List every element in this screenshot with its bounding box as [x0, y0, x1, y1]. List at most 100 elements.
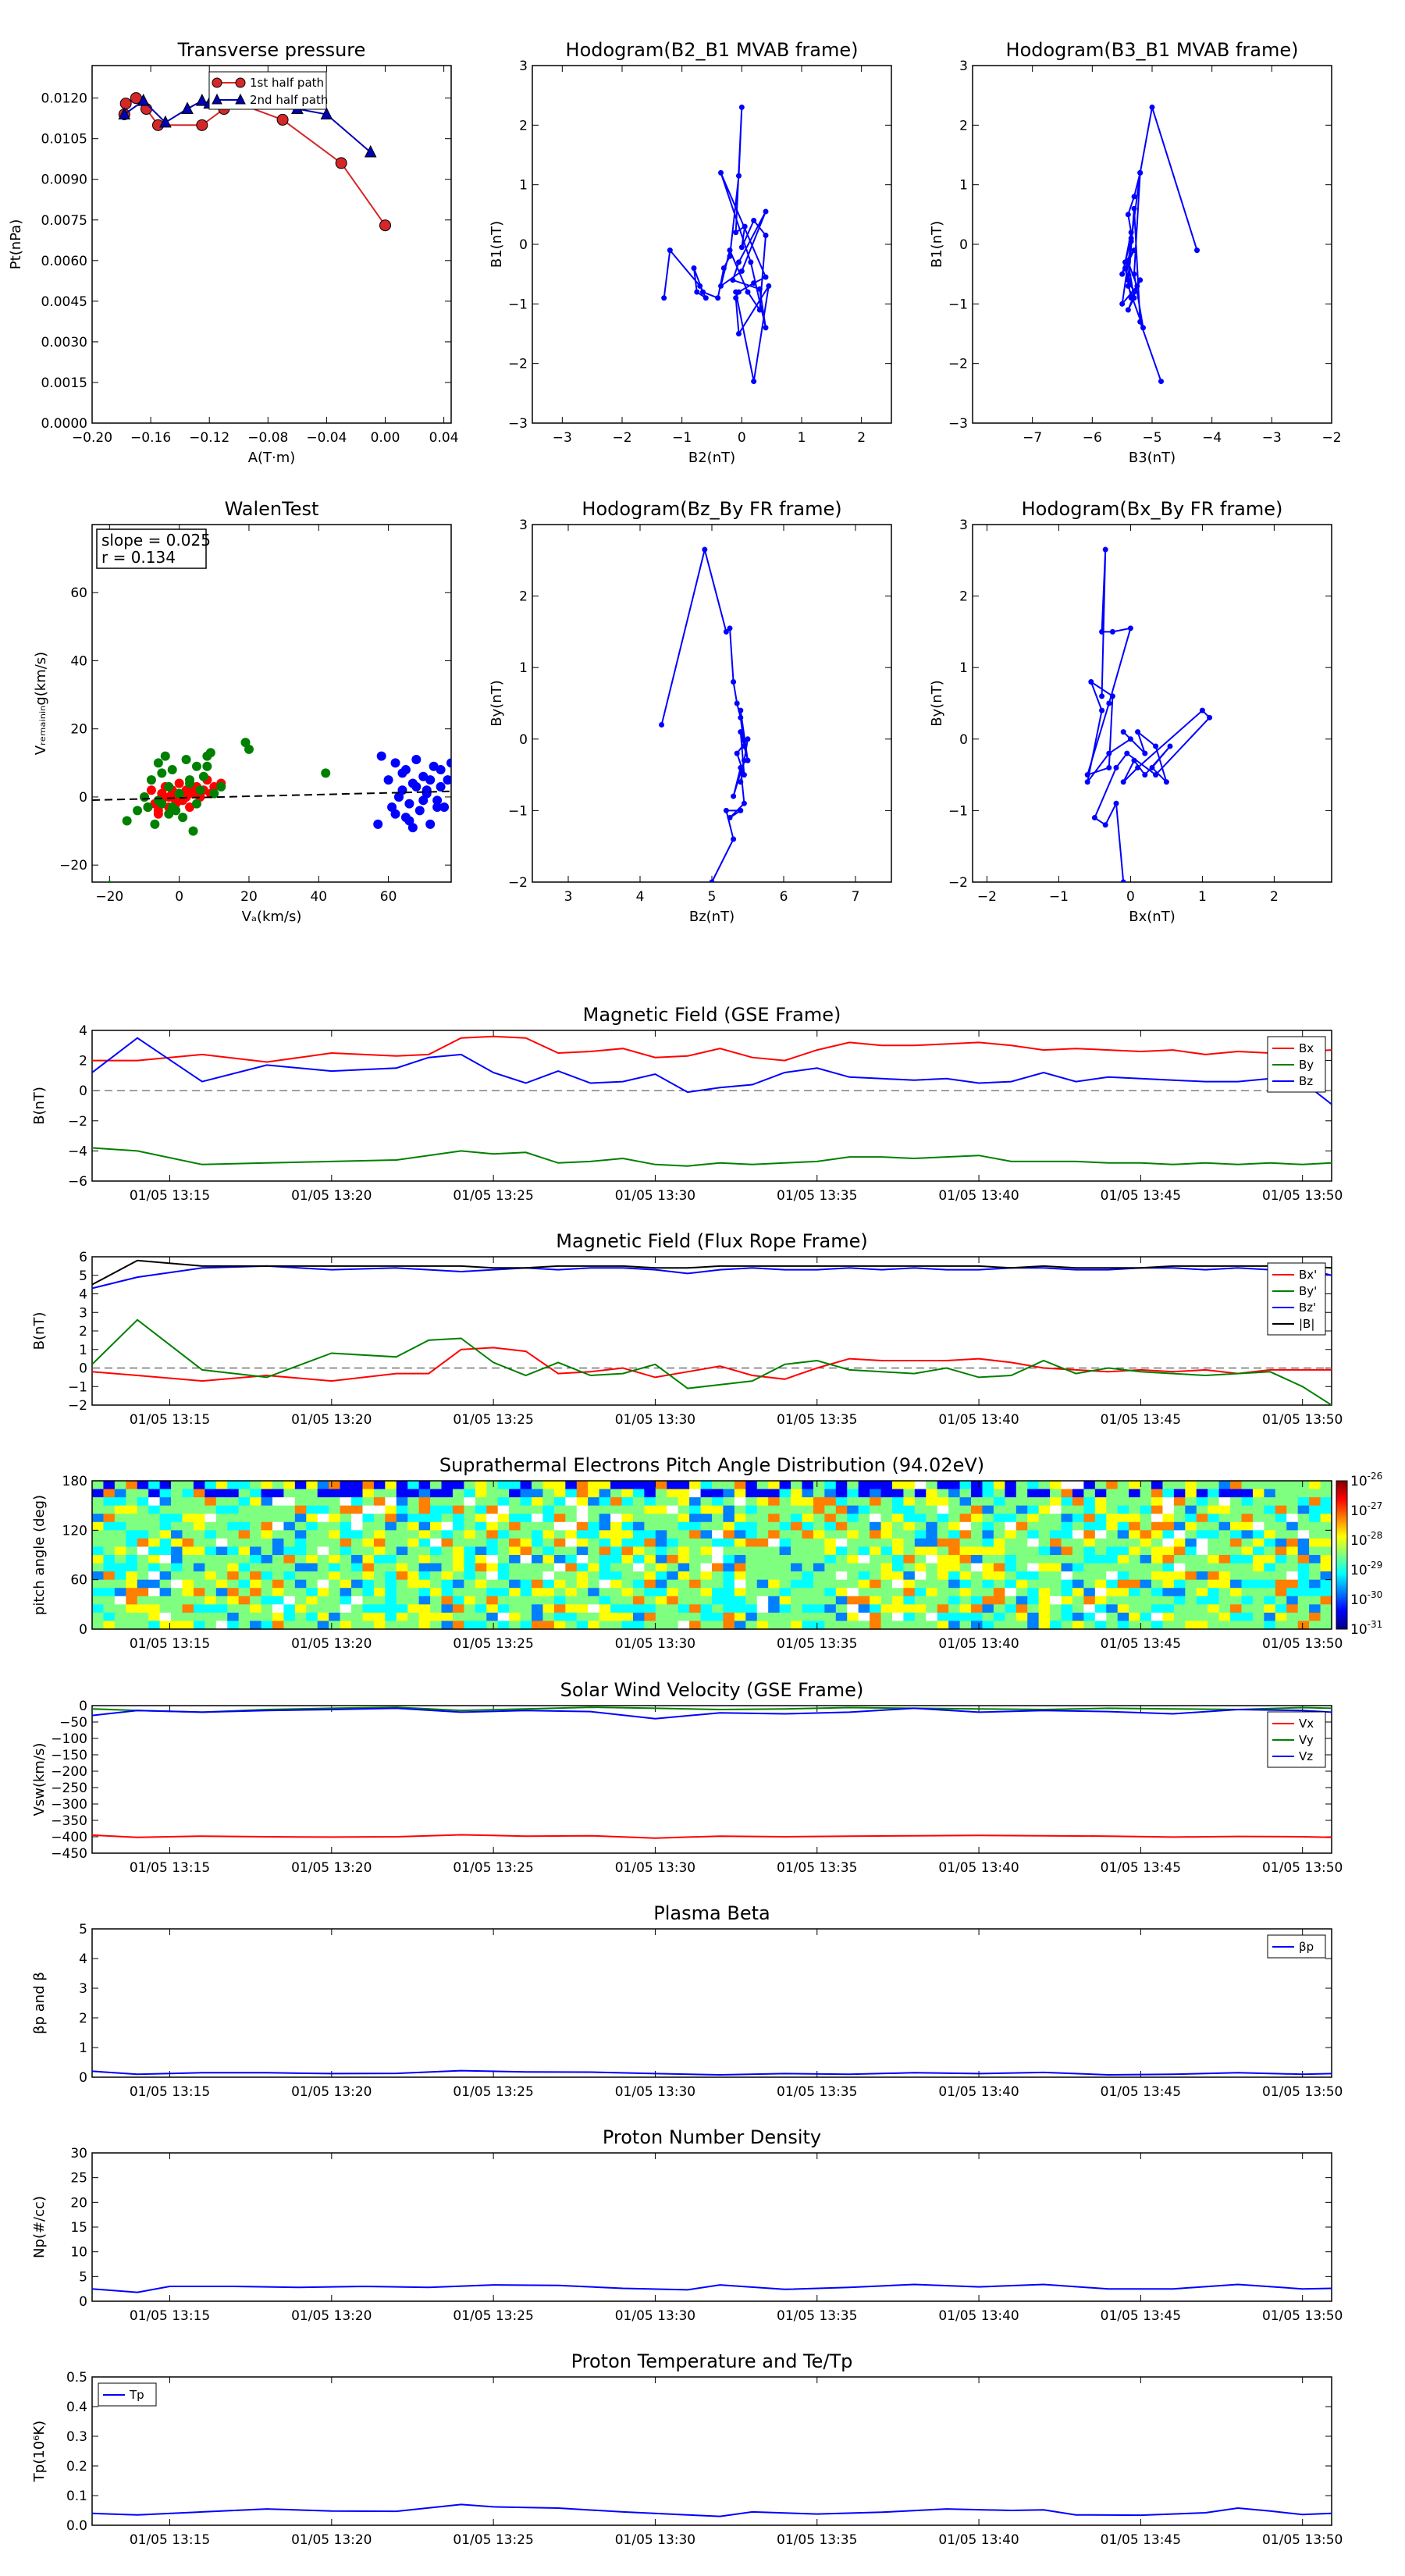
heatmap-cell	[452, 1538, 464, 1548]
heatmap-cell	[148, 1514, 161, 1523]
hodogram-point	[751, 280, 757, 286]
heatmap-cell	[193, 1579, 205, 1589]
heatmap-cell	[373, 1489, 386, 1498]
heatmap-cell	[914, 1621, 927, 1630]
heatmap-cell	[283, 1546, 296, 1556]
heatmap-cell	[655, 1612, 667, 1622]
heatmap-cell	[1297, 1481, 1310, 1490]
heatmap-cell	[791, 1530, 803, 1539]
heatmap-cell	[126, 1497, 138, 1507]
scatter-point	[216, 781, 226, 792]
heatmap-cell	[610, 1555, 623, 1564]
heatmap-cell	[745, 1497, 758, 1507]
heatmap-cell	[1241, 1505, 1254, 1514]
heatmap-cell	[148, 1579, 161, 1589]
heatmap-cell	[464, 1481, 476, 1490]
x-tick-label: 20	[240, 889, 258, 905]
heatmap-cell	[182, 1497, 194, 1507]
hodogram-point	[1131, 247, 1137, 254]
heatmap-cell	[532, 1596, 544, 1605]
heatmap-cell	[1129, 1497, 1141, 1507]
heatmap-cell	[745, 1604, 758, 1614]
heatmap-cell	[1106, 1563, 1119, 1572]
heatmap-cell	[880, 1546, 893, 1556]
heatmap-cell	[610, 1530, 623, 1539]
heatmap-cell	[329, 1571, 341, 1581]
heatmap-cell	[520, 1538, 532, 1548]
heatmap-cell	[891, 1489, 905, 1498]
heatmap-cell	[148, 1497, 161, 1507]
heatmap-cell	[520, 1521, 532, 1531]
hodogram-point	[738, 807, 744, 813]
heatmap-cell	[1173, 1604, 1186, 1614]
heatmap-cell	[678, 1546, 690, 1556]
heatmap-cell	[891, 1546, 905, 1556]
heatmap-cell	[1286, 1588, 1299, 1597]
heatmap-cell	[294, 1571, 307, 1581]
heatmap-cell	[283, 1604, 296, 1614]
plot-frame	[91, 524, 452, 883]
legend-label: Bx	[1299, 1041, 1314, 1055]
heatmap-cell	[1208, 1481, 1220, 1490]
heatmap-cell	[1241, 1521, 1254, 1531]
heatmap-cell	[373, 1579, 386, 1589]
heatmap-cell	[870, 1596, 882, 1605]
heatmap-cell	[1218, 1546, 1231, 1556]
heatmap-cell	[756, 1538, 769, 1548]
heatmap-cell	[937, 1521, 949, 1531]
scatter-point	[181, 754, 191, 764]
h1-title: Hodogram(B2_B1 MVAB frame)	[566, 39, 859, 61]
heatmap-cell	[509, 1571, 521, 1581]
heatmap-cell	[497, 1604, 510, 1614]
heatmap-cell	[238, 1521, 251, 1531]
heatmap-cell	[103, 1604, 116, 1614]
heatmap-cell	[362, 1521, 375, 1531]
x-tick-label: 01/05 13:20	[291, 1636, 372, 1652]
colorbar	[1336, 1480, 1348, 1630]
heatmap-cell	[114, 1530, 126, 1539]
hodogram-point	[1134, 283, 1140, 289]
heatmap-cell	[1252, 1579, 1264, 1589]
heatmap-cell	[1005, 1563, 1017, 1572]
heatmap-cell	[993, 1555, 1005, 1564]
heatmap-cell	[824, 1514, 837, 1523]
heatmap-cell	[497, 1555, 510, 1564]
heatmap-cell	[1252, 1596, 1264, 1605]
heatmap-cell	[1106, 1621, 1119, 1630]
heatmap-cell	[215, 1596, 228, 1605]
scatter-point	[133, 806, 143, 816]
heatmap-cell	[92, 1505, 105, 1514]
heatmap-cell	[1151, 1497, 1164, 1507]
heatmap-cell	[1218, 1571, 1231, 1581]
heatmap-cell	[768, 1588, 781, 1597]
heatmap-cell	[486, 1514, 499, 1523]
heatmap-cell	[644, 1481, 656, 1490]
pad-title: Suprathermal Electrons Pitch Angle Distr…	[439, 1454, 984, 1476]
y-axis-label: pitch angle (deg)	[31, 1495, 48, 1615]
heatmap-cell	[1320, 1579, 1332, 1589]
heatmap-cell	[430, 1530, 443, 1539]
heatmap-cell	[779, 1521, 791, 1531]
heatmap-cell	[126, 1621, 138, 1630]
heatmap-cell	[1230, 1514, 1243, 1523]
heatmap-cell	[182, 1481, 194, 1490]
x-tick-label: 7	[852, 889, 860, 905]
y-tick-label: −3	[948, 416, 968, 432]
heatmap-cell	[1050, 1538, 1062, 1548]
h2-title: Hodogram(B3_B1 MVAB frame)	[1006, 39, 1299, 61]
heatmap-cell	[791, 1489, 803, 1498]
heatmap-cell	[1309, 1612, 1321, 1622]
heatmap-cell	[238, 1505, 251, 1514]
hodogram-point	[751, 379, 757, 385]
heatmap-cell	[565, 1588, 578, 1597]
heatmap-cell	[982, 1521, 994, 1531]
heatmap-cell	[678, 1538, 690, 1548]
heatmap-cell	[464, 1521, 476, 1531]
heatmap-cell	[632, 1563, 645, 1572]
heatmap-cell	[734, 1521, 746, 1531]
heatmap-cell	[1286, 1505, 1299, 1514]
heatmap-cell	[272, 1588, 285, 1597]
hodogram-point	[727, 625, 733, 632]
heatmap-cell	[452, 1521, 464, 1531]
heatmap-cell	[1264, 1505, 1276, 1514]
